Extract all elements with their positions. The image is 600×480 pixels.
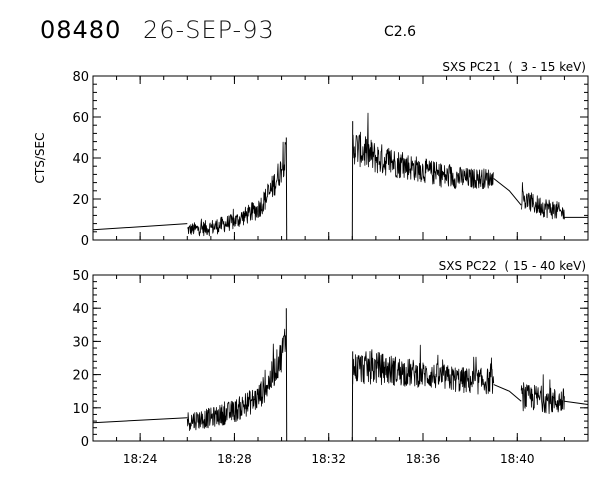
y-tick-label: 30 bbox=[72, 335, 89, 350]
y-tick-label: 80 bbox=[72, 70, 89, 85]
y-axis-label: CTS/SEC bbox=[33, 133, 47, 184]
plot-frame bbox=[92, 75, 589, 241]
series-line-segment bbox=[493, 178, 522, 206]
x-tick-label: 18:28 bbox=[217, 452, 252, 466]
series-line-segment bbox=[520, 374, 565, 414]
series-line-segment bbox=[92, 417, 188, 424]
series-line-segment bbox=[187, 141, 287, 237]
header-event-number: 08480 bbox=[40, 16, 122, 44]
series-line-segment bbox=[564, 400, 589, 405]
header-flare-class: C2.6 bbox=[384, 24, 417, 40]
x-tick-label: 18:40 bbox=[500, 452, 535, 466]
chart-panel-1: SXS PC21 ( 3 - 15 keV) CTS/SEC 0 20 40 60 80 bbox=[33, 60, 589, 249]
x-tick-label: 18:32 bbox=[311, 452, 346, 466]
y-tick-label: 0 bbox=[81, 435, 89, 450]
series-line-segment bbox=[352, 344, 495, 395]
header-date: 26-SEP-93 bbox=[143, 16, 275, 44]
y-tick-label: 20 bbox=[72, 369, 89, 384]
panel-title: SXS PC22 ( 15 - 40 keV) bbox=[439, 259, 586, 273]
y-tick-label: 60 bbox=[72, 111, 89, 126]
series-line-segment bbox=[521, 182, 565, 220]
y-tick-label: 50 bbox=[72, 269, 89, 284]
y-tick-label: 10 bbox=[72, 402, 89, 417]
series-line-segment bbox=[186, 328, 287, 431]
plot-frame bbox=[92, 274, 589, 442]
series-line-segment bbox=[352, 112, 494, 190]
y-tick-label: 0 bbox=[81, 234, 89, 249]
series-line-segment bbox=[92, 223, 188, 231]
y-tick-label: 20 bbox=[72, 193, 89, 208]
x-tick-label: 18:24 bbox=[123, 452, 158, 466]
y-tick-label: 40 bbox=[72, 152, 89, 167]
x-tick-label: 18:36 bbox=[406, 452, 441, 466]
panel-title: SXS PC21 ( 3 - 15 keV) bbox=[442, 60, 586, 74]
y-tick-label: 40 bbox=[72, 302, 89, 317]
chart-panel-2: SXS PC22 ( 15 - 40 keV) 0 10 20 30 40 50 18:24 1… bbox=[72, 259, 589, 466]
series-line-segment bbox=[493, 384, 522, 402]
